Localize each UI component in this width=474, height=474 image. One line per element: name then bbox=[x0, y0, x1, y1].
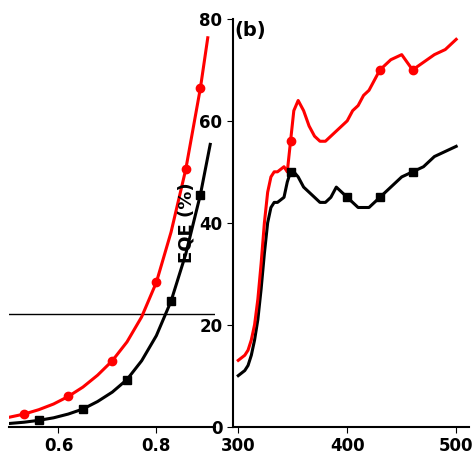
Text: (b): (b) bbox=[235, 21, 266, 40]
Y-axis label: EQE (%): EQE (%) bbox=[177, 182, 195, 263]
